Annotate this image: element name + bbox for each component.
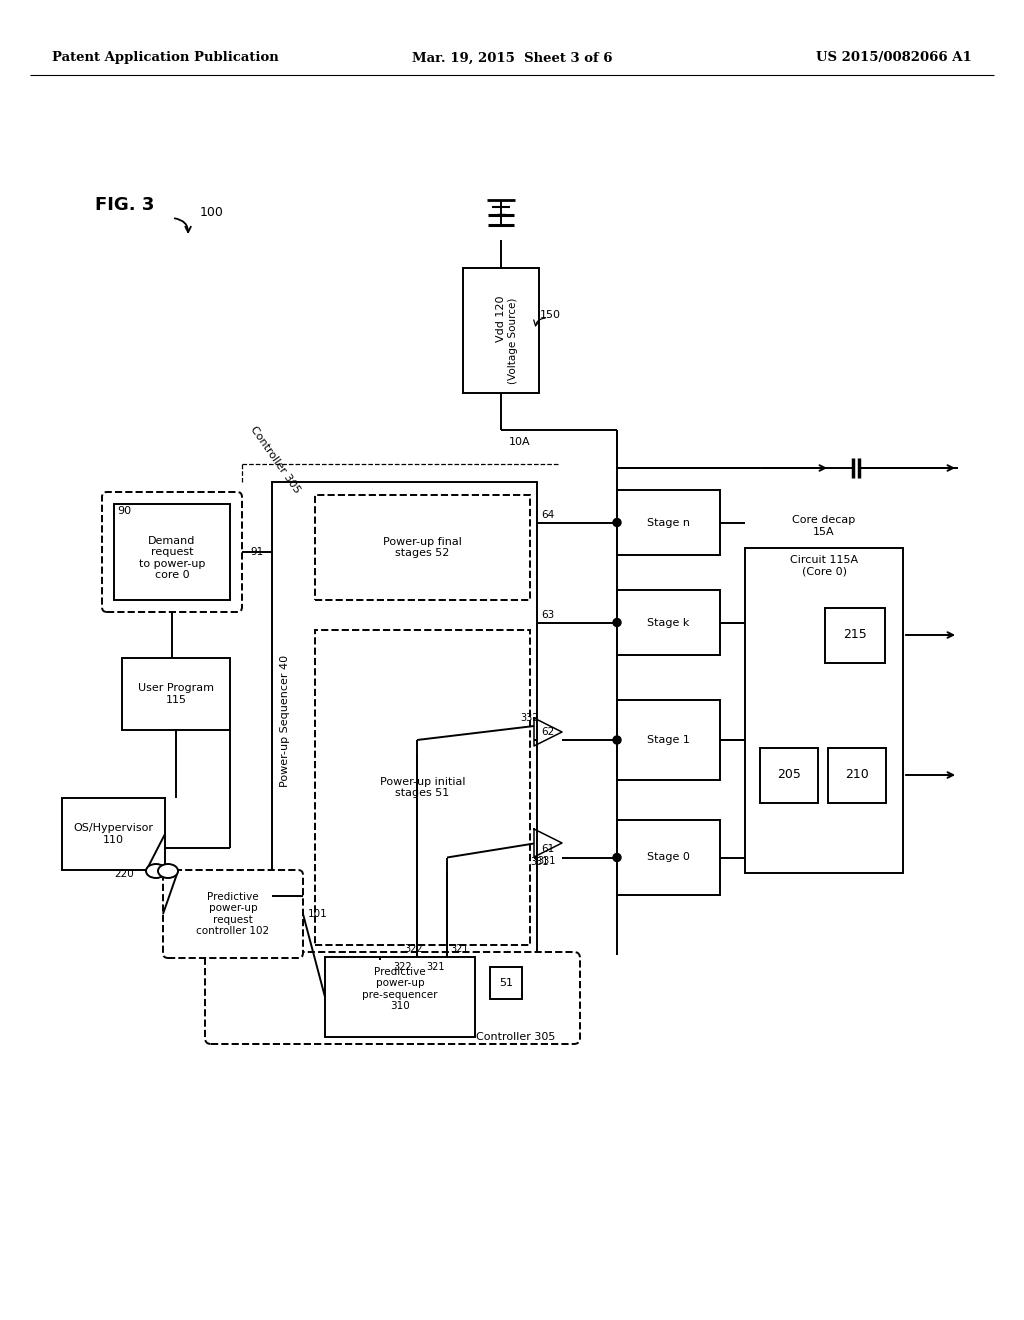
Bar — [760, 748, 818, 803]
Bar — [122, 657, 230, 730]
Text: US 2015/0082066 A1: US 2015/0082066 A1 — [816, 51, 972, 65]
Text: 64: 64 — [541, 510, 554, 520]
Bar — [617, 590, 720, 655]
Text: Predictive
power-up
pre-sequencer
310: Predictive power-up pre-sequencer 310 — [362, 966, 437, 1011]
Bar — [828, 748, 886, 803]
Text: 100: 100 — [200, 206, 224, 219]
Text: 321: 321 — [427, 962, 445, 972]
Text: 210: 210 — [845, 768, 869, 781]
Text: Stage n: Stage n — [647, 517, 690, 528]
FancyBboxPatch shape — [205, 952, 580, 1044]
Text: Circuit 115A
(Core 0): Circuit 115A (Core 0) — [790, 556, 858, 577]
Text: 90: 90 — [117, 506, 131, 516]
Text: Mar. 19, 2015  Sheet 3 of 6: Mar. 19, 2015 Sheet 3 of 6 — [412, 51, 612, 65]
Text: Predictive
power-up
request
controller 102: Predictive power-up request controller 1… — [197, 891, 269, 936]
Text: 63: 63 — [541, 610, 554, 619]
Circle shape — [613, 519, 621, 527]
Text: 61: 61 — [541, 845, 554, 854]
Text: 331: 331 — [537, 855, 555, 866]
Text: Demand
request
to power-up
core 0: Demand request to power-up core 0 — [139, 536, 205, 581]
Text: 215: 215 — [843, 628, 867, 642]
Text: 220: 220 — [115, 869, 134, 879]
FancyBboxPatch shape — [102, 492, 242, 612]
Ellipse shape — [158, 865, 178, 878]
Bar — [617, 700, 720, 780]
Bar — [617, 820, 720, 895]
Text: (Voltage Source): (Voltage Source) — [508, 297, 518, 384]
Bar — [62, 799, 165, 870]
Circle shape — [613, 737, 621, 744]
Bar — [325, 957, 475, 1038]
Text: 205: 205 — [777, 768, 801, 781]
Bar — [315, 495, 530, 601]
Circle shape — [613, 619, 621, 627]
Text: 62: 62 — [541, 727, 554, 737]
Text: 322: 322 — [393, 962, 412, 972]
Text: 101: 101 — [308, 909, 328, 919]
Text: Patent Application Publication: Patent Application Publication — [52, 51, 279, 65]
Text: OS/Hypervisor
110: OS/Hypervisor 110 — [74, 824, 154, 845]
Text: Power-up initial
stages 51: Power-up initial stages 51 — [380, 776, 465, 799]
Text: FIG. 3: FIG. 3 — [95, 195, 155, 214]
Text: 51: 51 — [499, 978, 513, 987]
Text: 321: 321 — [450, 944, 469, 954]
Text: Stage 1: Stage 1 — [647, 735, 690, 744]
Text: 10A: 10A — [509, 437, 530, 447]
Circle shape — [613, 854, 621, 862]
Bar — [463, 268, 539, 393]
Text: Controller 305: Controller 305 — [248, 425, 302, 495]
Text: Power-up final
stages 52: Power-up final stages 52 — [383, 537, 462, 558]
Bar — [490, 968, 522, 999]
Bar — [114, 504, 230, 601]
Bar — [617, 490, 720, 554]
Bar — [825, 609, 885, 663]
Text: Power-up Sequencer 40: Power-up Sequencer 40 — [280, 655, 290, 787]
Text: Stage 0: Stage 0 — [647, 853, 690, 862]
Text: 322: 322 — [404, 944, 423, 954]
Text: 150: 150 — [540, 310, 561, 319]
Bar — [315, 630, 530, 945]
Text: Core decap
15A: Core decap 15A — [793, 515, 856, 537]
Text: 91: 91 — [250, 546, 263, 557]
Text: Controller 305: Controller 305 — [475, 1032, 555, 1041]
Ellipse shape — [146, 865, 166, 878]
Text: 332: 332 — [520, 713, 539, 723]
Text: Stage k: Stage k — [647, 618, 690, 627]
FancyBboxPatch shape — [163, 870, 303, 958]
Bar — [745, 548, 903, 873]
Text: User Program
115: User Program 115 — [138, 684, 214, 705]
Text: Vdd 120: Vdd 120 — [496, 296, 506, 342]
Text: 331: 331 — [530, 857, 549, 867]
Bar — [272, 482, 537, 960]
